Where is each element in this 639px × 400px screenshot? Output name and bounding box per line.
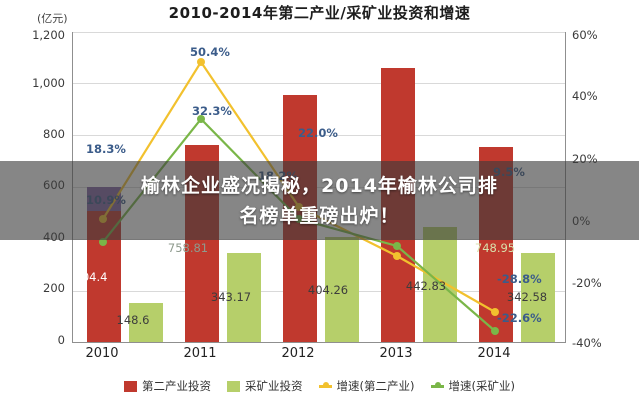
y-left-tick-1200: 1,200 [32, 28, 65, 42]
bar-mining-2010 [129, 303, 163, 342]
point-green-2010 [99, 238, 107, 246]
point-green-2014 [491, 327, 499, 335]
legend-item-secondary-industry: 第二产业投资 [124, 378, 211, 394]
caption-line-1: 榆林企业盛况揭秘，2014年榆林公司排 [141, 174, 498, 197]
barlabel-mining-2011: 343.17 [210, 290, 252, 304]
barlabel-secondary-2014: 748.95 [474, 241, 516, 255]
y-right-tick-neg40: -40% [572, 336, 602, 350]
y-right-tick-neg20: -20% [572, 276, 602, 290]
caption-line-2: 名榜单重磅出炉！ [239, 204, 400, 227]
ptlabel-secondary-growth-2011: 50.4% [190, 45, 230, 59]
chart-legend: 第二产业投资 采矿业投资 增速(第二产业) 增速(采矿业) [0, 378, 639, 394]
y-left-tick-1000: 1,000 [32, 76, 65, 90]
ptlabel-secondary-growth-2012: 22.0% [298, 126, 338, 140]
y-left-tick-800: 800 [43, 127, 65, 141]
barlabel-mining-2014: 342.58 [506, 290, 548, 304]
legend-item-mining-growth: 增速(采矿业) [430, 378, 515, 394]
legend-label-secondary-industry: 第二产业投资 [142, 379, 212, 393]
point-yellow-2013 [393, 252, 401, 260]
x-tick-2012: 2012 [281, 346, 315, 361]
point-yellow-2014 [491, 308, 499, 316]
ptlabel-secondary-growth-2010: 18.3% [86, 142, 126, 156]
ptlabel-mining-growth-2014: -22.6% [497, 311, 542, 325]
barlabel-secondary-2010: 504.4 [74, 270, 108, 284]
barlabel-secondary-2011: 758.81 [167, 241, 209, 255]
gridline-800 [73, 135, 565, 136]
y-right-tick-40: 40% [572, 89, 598, 103]
point-green-2013 [393, 242, 401, 250]
x-tick-2011: 2011 [183, 346, 217, 361]
bar-mining-2012 [325, 237, 359, 342]
legend-line-icon-secondary-growth [318, 381, 332, 388]
bar-mining-2011 [227, 253, 261, 342]
ptlabel-secondary-growth-2014: -28.8% [497, 272, 542, 286]
legend-label-mining: 采矿业投资 [245, 379, 303, 393]
y-left-tick-0: 0 [57, 333, 65, 347]
gridline-1000 [73, 83, 565, 84]
x-tick-2014: 2014 [477, 346, 511, 361]
barlabel-mining-2012: 404.26 [307, 283, 349, 297]
legend-label-secondary-growth: 增速(第二产业) [336, 379, 415, 393]
x-tick-2010: 2010 [85, 346, 119, 361]
gridline-200 [73, 291, 565, 292]
left-axis-unit-label: (亿元) [37, 12, 68, 25]
caption-overlay: 榆林企业盛况揭秘，2014年榆林公司排 名榜单重磅出炉！ [0, 161, 639, 240]
point-green-2011 [197, 115, 205, 123]
chart-title: 2010-2014年第二产业/采矿业投资和增速 [168, 4, 471, 22]
bar-mining-2014 [521, 253, 555, 342]
legend-swatch-icon-secondary-industry [124, 380, 138, 392]
legend-swatch-icon-mining [227, 380, 241, 392]
ptlabel-mining-growth-2011: 32.3% [192, 104, 232, 118]
legend-item-mining: 采矿业投资 [227, 378, 303, 394]
legend-line-icon-mining-growth [430, 381, 444, 388]
legend-item-secondary-growth: 增速(第二产业) [318, 378, 415, 394]
y-left-tick-200: 200 [43, 281, 65, 295]
legend-label-mining-growth: 增速(采矿业) [448, 379, 515, 393]
gridline-1200 [73, 32, 565, 33]
barlabel-mining-2013: 442.83 [405, 279, 447, 293]
point-yellow-2011 [197, 58, 205, 66]
x-tick-2013: 2013 [379, 346, 413, 361]
y-right-tick-60: 60% [572, 28, 598, 42]
barlabel-mining-2010: 148.6 [116, 313, 150, 327]
